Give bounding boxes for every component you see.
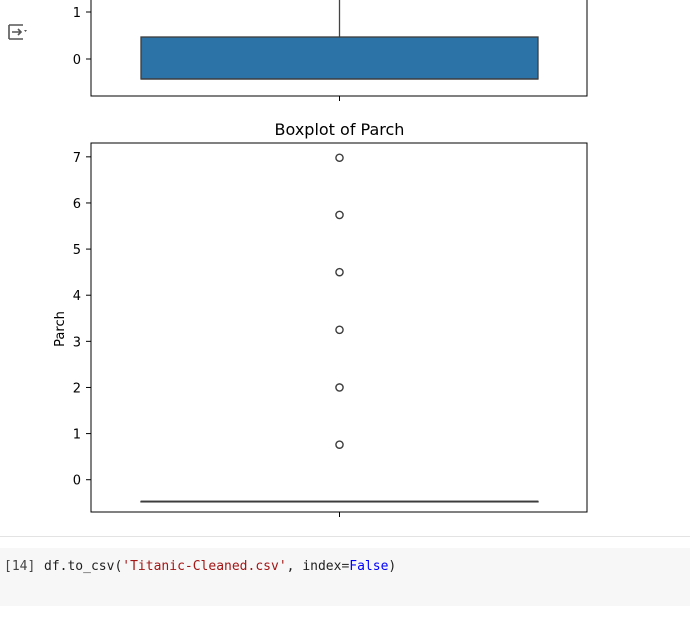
plot-title: Boxplot of Parch: [275, 120, 405, 139]
plot-frame: [90, 142, 588, 513]
y-tick-label: 7: [73, 151, 81, 166]
code-cell[interactable]: [14] df.to_csv('Titanic-Cleaned.csv', in…: [0, 548, 690, 606]
plot-top-ytick-label: 1: [73, 6, 81, 21]
cell-divider: [0, 536, 690, 537]
outlier-point: [335, 383, 344, 392]
outlier-point: [335, 325, 344, 335]
execution-count: [14]: [4, 559, 36, 574]
code-keyword-token: False: [349, 559, 389, 574]
y-tick-label: 1: [73, 428, 81, 443]
plot-top-box: [140, 36, 539, 80]
y-tick-label: 4: [73, 289, 81, 304]
plots-canvas: 1 0 Boxplot of Parch Parch 0 1 2 3 4 5 6 7: [53, 0, 588, 517]
y-tick-label: 6: [73, 197, 81, 212]
plot-top-ytick-label: 0: [73, 53, 81, 68]
boxplot-parch: Boxplot of Parch Parch 0 1 2 3 4 5 6 7: [53, 120, 588, 517]
cell-output-area: 1 0 Boxplot of Parch Parch 0 1 2 3 4 5 6 7: [6, 0, 588, 517]
code-token: ): [388, 559, 397, 574]
code-operator-token: =: [341, 559, 350, 574]
y-tick-label: 2: [73, 381, 81, 396]
outlier-point: [335, 153, 344, 163]
code-token: df.to_csv(: [44, 559, 123, 574]
outlier-point: [335, 267, 344, 277]
y-tick-label: 5: [73, 243, 81, 258]
code-editor-line[interactable]: df.to_csv('Titanic-Cleaned.csv', index=F…: [44, 559, 396, 574]
outliers-group: [335, 153, 344, 449]
output-toggle-icon[interactable]: [6, 22, 30, 42]
outlier-point: [335, 210, 344, 220]
y-ticks: 0 1 2 3 4 5 6 7: [73, 151, 91, 489]
outlier-point: [335, 440, 344, 449]
boxplot-top-partial: 1 0: [73, 0, 588, 101]
y-tick-label: 3: [73, 335, 81, 350]
y-tick-label: 0: [73, 474, 81, 489]
code-string-token: 'Titanic-Cleaned.csv': [122, 559, 287, 574]
y-axis-label: Parch: [53, 311, 68, 347]
code-token: index: [302, 559, 342, 574]
box-group: [140, 500, 539, 503]
code-token: ,: [286, 559, 303, 574]
